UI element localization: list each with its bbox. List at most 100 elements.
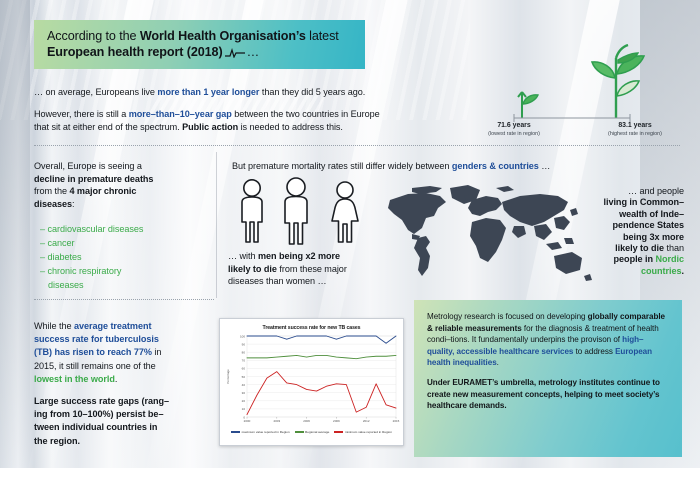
cis-note-line6-bold: likely to die	[615, 243, 665, 254]
mortality-caption: … with men being x2 more likely to die f…	[228, 250, 428, 288]
mortality-headline-highlight: genders & countries	[451, 161, 539, 171]
mortality-headline-a: But premature mortality rates still diff…	[232, 161, 452, 171]
life-expectancy-range-bar	[513, 114, 631, 122]
intro-p3-bold: Public action	[182, 121, 239, 132]
legend-label: maximum value reported in Region	[241, 430, 290, 434]
tb-p2-b: ing from 10–100%) persist be–	[34, 409, 164, 420]
svg-text:2015: 2015	[393, 419, 400, 423]
list-bullet: –	[40, 252, 46, 262]
cis-note-countries: countries	[641, 265, 682, 276]
list-bullet: –	[40, 224, 46, 234]
chart-legend-item: maximum value reported in Region	[231, 430, 290, 434]
intro-p2-a: However, there is still a	[34, 109, 129, 119]
tb-success-rate-chart[interactable]: Treatment success rate for new TB cases …	[219, 318, 404, 446]
list-item-label: cancer	[47, 238, 75, 248]
mortality-caption-b: from these major	[276, 263, 347, 274]
svg-text:Percentage: Percentage	[226, 369, 230, 384]
chart-svg: 0 10 20 30 40 50 60 70 80 90 100 Percentage 2000 2003…	[226, 334, 400, 423]
tb-p1-bold: average treatment	[73, 321, 152, 331]
tb-p1-d: .	[114, 373, 118, 384]
svg-text:2003: 2003	[273, 419, 280, 423]
cis-note-line6-rest: than	[664, 243, 684, 254]
chart-legend-item: Regional average	[294, 430, 330, 434]
male-figure-icon	[241, 179, 263, 243]
tb-p1-green: lowest in the world	[34, 373, 115, 384]
cis-note-line7-bold: people in	[613, 254, 656, 265]
legend-swatch	[294, 431, 304, 433]
cis-note-period: .	[681, 265, 685, 276]
header-banner: According to the World Health Organisati…	[34, 20, 365, 69]
intro-p2-highlight: more–than–10–year gap	[128, 109, 232, 119]
svg-text:2012: 2012	[363, 419, 370, 423]
life-expectancy-low-label: 71.6 years (lowest rate in region)	[478, 122, 550, 138]
svg-text:30: 30	[242, 391, 246, 395]
chronic-lead-a: Overall, Europe is seeing a	[34, 161, 142, 171]
life-expectancy-low-note: (lowest rate in region)	[488, 131, 540, 137]
svg-text:2000: 2000	[244, 419, 251, 423]
svg-text:40: 40	[242, 383, 246, 387]
legend-swatch	[334, 431, 344, 433]
metro-p1-d: .	[496, 358, 499, 368]
metro-p1-blue2: European health inequalities	[427, 346, 653, 368]
svg-text:90: 90	[242, 342, 246, 346]
cis-note-nordic: Nordic	[655, 254, 685, 265]
life-expectancy-high-value: 83.1 years	[618, 122, 652, 129]
world-map-icon	[388, 185, 592, 281]
legend-label: minimum value reported in Region	[344, 430, 392, 434]
list-item-label: cardiovascular diseases	[47, 224, 144, 234]
small-plant-sprout-icon	[505, 82, 541, 123]
list-bullet: –	[40, 266, 46, 276]
metro-p1-c: to address	[573, 346, 616, 356]
chart-legend: maximum value reported in Region Regional…	[223, 430, 400, 434]
svg-text:100: 100	[240, 334, 245, 338]
chronic-lead-bold2: 4 major chronic	[69, 186, 137, 197]
tb-p1-bold2: success rate for tuberculosis	[34, 334, 159, 345]
banner-line1-prefix: According to the	[47, 28, 140, 43]
female-figure-icon	[331, 181, 359, 243]
list-bullet: –	[40, 238, 46, 248]
chronic-lead-b: from the	[34, 186, 70, 197]
metro-p1-bold: globally comparable & reliable measureme…	[427, 312, 665, 333]
svg-text:10: 10	[242, 407, 246, 411]
mortality-caption-bold2: likely to die	[228, 263, 277, 274]
mortality-caption-bold: men being x2 more	[257, 251, 340, 261]
chronic-lead-bold: decline in premature deaths	[34, 173, 154, 184]
metro-p1-b: for the diagnosis & treatment of health …	[427, 323, 659, 345]
svg-text:2009: 2009	[333, 419, 340, 423]
divider-middle	[34, 299, 214, 300]
chronic-lead-bold3: diseases	[34, 198, 73, 209]
cis-note-line1: … and people	[627, 186, 684, 196]
metrology-paragraph-2: Under EURAMET’s umbrella, metrology inst…	[427, 377, 669, 412]
svg-text:70: 70	[242, 359, 246, 363]
svg-text:80: 80	[242, 351, 246, 355]
intro-p3-b: is needed to address this.	[238, 121, 343, 132]
cis-note-line3: wealth of Inde–	[619, 208, 684, 219]
male-figure-icon	[284, 177, 308, 245]
list-item-label: diseases	[48, 280, 84, 290]
intro-p1-b: than they did 5 years ago.	[259, 87, 366, 97]
tb-p1-c: 2015, it still remains one of the	[34, 360, 156, 371]
chart-plot-area: 0 10 20 30 40 50 60 70 80 90 100 Percentage 2000 2003…	[223, 331, 402, 429]
tb-paragraph-2: Large success rate gaps (rang– ing from …	[34, 395, 214, 448]
chart-legend-item: minimum value reported in Region	[334, 430, 392, 434]
header-banner-text: According to the World Health Organisati…	[47, 28, 339, 62]
list-item: – cardiovascular diseases	[40, 222, 220, 236]
chronic-disease-list: – cardiovascular diseases – cancer – dia…	[40, 222, 220, 292]
metro-p1-blue: high–quality, accessible healthcare serv…	[427, 335, 644, 356]
large-plant-sprout-icon	[588, 43, 650, 123]
chart-title: Treatment success rate for new TB cases	[262, 325, 361, 331]
svg-text:2006: 2006	[303, 419, 310, 423]
legend-label: Regional average	[305, 430, 330, 434]
legend-swatch	[231, 431, 241, 433]
list-item-label: chronic respiratory	[47, 266, 122, 276]
list-item: – cancer	[40, 236, 220, 250]
intro-p1-highlight: more than 1 year longer	[157, 87, 260, 97]
tb-paragraph-1: While the average treatment success rate…	[34, 320, 214, 386]
list-item-continuation: diseases	[40, 278, 220, 292]
intro-p3-a: that sit at either end of the spectrum.	[34, 121, 183, 132]
banner-line2-bold: European health report (2018)	[47, 44, 223, 59]
mortality-headline-b: …	[538, 161, 551, 171]
tb-p2-d: the region.	[34, 435, 80, 446]
metro-p2-a: Under EURAMET’s umbrella, metrology inst…	[427, 377, 660, 399]
